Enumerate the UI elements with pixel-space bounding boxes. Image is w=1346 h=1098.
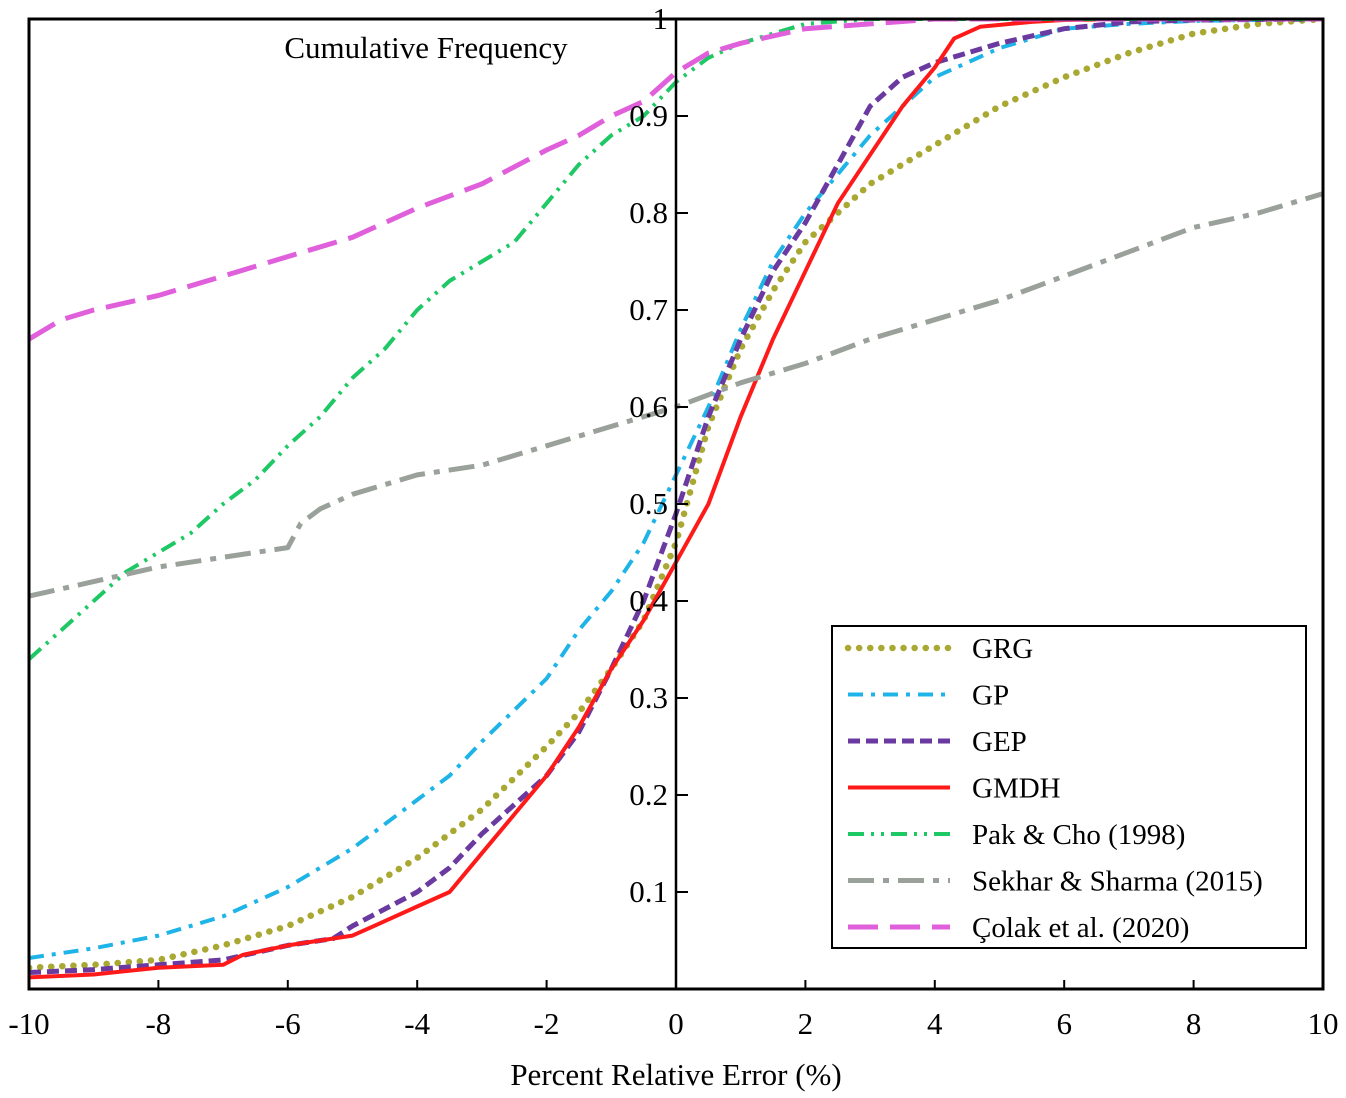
legend-label: GMDH (972, 773, 1061, 805)
series-line-olak-et-al-2020 (29, 19, 1323, 342)
y-tick-label: 0.7 (629, 292, 668, 327)
legend-label: Pak & Cho (1998) (972, 819, 1185, 851)
series-line-sekhar-sharma-2015 (29, 191, 1323, 599)
legend-label: Çolak et al. (2020) (972, 912, 1189, 944)
legend-entry-grg: GRG (844, 633, 1033, 665)
legend-entry-pak-cho-1998: Pak & Cho (1998) (848, 819, 1185, 851)
plot-frame (27, 17, 1325, 991)
y-tick-label: 0.4 (629, 583, 668, 618)
series-line-gp (29, 19, 1323, 960)
x-tick-label: 10 (1308, 1006, 1339, 1041)
x-tick-label: 4 (927, 1006, 943, 1041)
y-tick-label: 0.2 (629, 777, 668, 812)
legend-entry-gmdh: GMDH (848, 773, 1061, 805)
legend-entry-gep: GEP (848, 726, 1027, 758)
series-line-gmdh (29, 19, 1323, 980)
y-axis-label: Cumulative Frequency (284, 30, 568, 65)
legend-entry-sekhar-sharma-2015: Sekhar & Sharma (2015) (848, 866, 1263, 898)
y-tick-label: 0.5 (629, 486, 668, 521)
x-tick-label: -6 (275, 1006, 301, 1041)
x-tick-label: -8 (145, 1006, 171, 1041)
x-tick-label: 0 (668, 1006, 684, 1041)
x-tick-label: 8 (1186, 1006, 1202, 1041)
legend: GRG GP GEP GMDH Pak & Cho (1998) Sekhar & Sha… (831, 625, 1307, 949)
legend-label: GP (972, 680, 1009, 712)
x-tick-label: 6 (1056, 1006, 1072, 1041)
y-tick-label: 0.9 (629, 98, 668, 133)
legend-label: GEP (972, 726, 1027, 758)
x-tick-label: -10 (8, 1006, 49, 1041)
x-tick-label: 2 (798, 1006, 814, 1041)
x-tick-label: -2 (534, 1006, 560, 1041)
y-tick-label: 0.3 (629, 680, 668, 715)
legend-label: GRG (972, 633, 1033, 665)
y-tick-label: 0.1 (629, 874, 668, 909)
y-tick-label: 0.6 (629, 389, 668, 424)
series-layer (29, 19, 1323, 980)
y-tick-label: 0.8 (629, 195, 668, 230)
x-tick-label: -4 (404, 1006, 430, 1041)
legend-label: Sekhar & Sharma (2015) (972, 866, 1263, 898)
legend-entry-gp: GP (848, 680, 1009, 712)
x-axis-label: Percent Relative Error (%) (510, 1057, 841, 1092)
legend-entry-olak-et-al-2020: Çolak et al. (2020) (848, 912, 1189, 944)
